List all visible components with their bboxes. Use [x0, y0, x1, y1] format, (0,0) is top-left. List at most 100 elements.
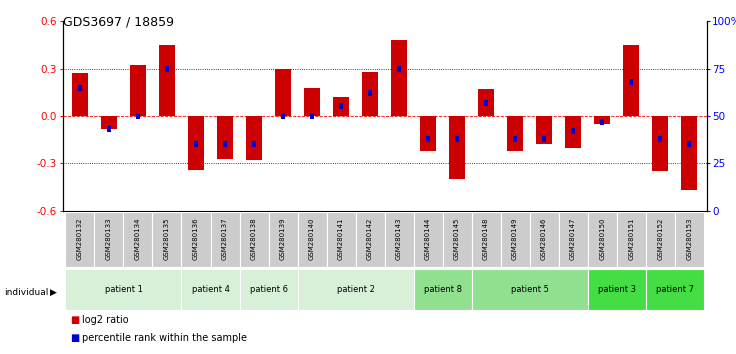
Bar [210, 212, 239, 267]
Text: GSM280145: GSM280145 [454, 218, 460, 260]
Bar [246, 116, 262, 160]
Bar [194, 141, 198, 147]
Bar [223, 141, 227, 147]
Text: GSM280140: GSM280140 [309, 217, 315, 260]
Text: GSM280150: GSM280150 [599, 217, 605, 260]
Bar [304, 87, 320, 116]
Bar [617, 212, 645, 267]
Text: GSM280141: GSM280141 [338, 217, 344, 260]
Bar [339, 103, 343, 109]
Text: patient 3: patient 3 [598, 285, 636, 294]
Text: GSM280148: GSM280148 [483, 217, 489, 260]
Text: individual: individual [4, 287, 48, 297]
Bar [414, 269, 472, 310]
Bar [107, 126, 111, 132]
Bar [623, 45, 639, 116]
Bar [182, 212, 210, 267]
Bar [165, 65, 169, 72]
Bar [66, 269, 182, 310]
Bar [269, 212, 297, 267]
Text: patient 2: patient 2 [336, 285, 375, 294]
Text: GSM280147: GSM280147 [570, 217, 576, 260]
Bar [355, 212, 384, 267]
Bar [682, 116, 697, 190]
Bar [414, 212, 442, 267]
Bar [281, 113, 285, 119]
Bar [652, 116, 668, 171]
Bar [391, 40, 407, 116]
Bar [327, 212, 355, 267]
Text: GSM280149: GSM280149 [512, 217, 518, 260]
Bar [130, 65, 146, 116]
Bar [252, 141, 256, 147]
Bar [297, 269, 414, 310]
Bar [297, 212, 327, 267]
Bar [101, 116, 117, 129]
Bar [658, 136, 662, 142]
Text: ▶: ▶ [50, 287, 57, 297]
Text: GSM280153: GSM280153 [686, 217, 692, 260]
Text: GDS3697 / 18859: GDS3697 / 18859 [63, 16, 174, 29]
Bar [275, 69, 291, 116]
Bar [600, 119, 604, 125]
Bar [472, 269, 587, 310]
Bar [513, 136, 517, 142]
Bar [239, 269, 297, 310]
Bar [507, 116, 523, 151]
Bar [587, 269, 645, 310]
Text: GSM280151: GSM280151 [628, 217, 634, 260]
Bar [571, 128, 575, 134]
Text: ■: ■ [70, 315, 79, 325]
Bar [420, 116, 436, 151]
Bar [559, 212, 587, 267]
Bar [478, 89, 494, 116]
Text: GSM280139: GSM280139 [280, 217, 286, 260]
Bar [455, 136, 459, 142]
Bar [217, 116, 233, 159]
Bar [530, 212, 559, 267]
Text: GSM280132: GSM280132 [77, 217, 83, 260]
Bar [565, 116, 581, 148]
Bar [442, 212, 472, 267]
Bar [645, 212, 675, 267]
Text: patient 1: patient 1 [105, 285, 143, 294]
Text: ■: ■ [70, 333, 79, 343]
Text: GSM280142: GSM280142 [367, 218, 373, 260]
Bar [675, 212, 704, 267]
Text: GSM280135: GSM280135 [164, 217, 170, 260]
Bar [645, 269, 704, 310]
Bar [94, 212, 124, 267]
Text: GSM280144: GSM280144 [425, 218, 431, 260]
Text: GSM280152: GSM280152 [657, 218, 663, 260]
Bar [159, 45, 175, 116]
Bar [368, 90, 372, 96]
Bar [542, 136, 546, 142]
Bar [78, 85, 82, 91]
Bar [72, 73, 88, 116]
Text: patient 8: patient 8 [424, 285, 461, 294]
Bar [629, 79, 633, 85]
Bar [449, 116, 465, 179]
Bar [152, 212, 182, 267]
Text: patient 7: patient 7 [656, 285, 693, 294]
Bar [472, 212, 500, 267]
Text: patient 4: patient 4 [191, 285, 230, 294]
Bar [182, 269, 239, 310]
Text: GSM280138: GSM280138 [251, 217, 257, 260]
Bar [333, 97, 349, 116]
Bar [426, 136, 430, 142]
Bar [66, 212, 94, 267]
Bar [687, 141, 691, 147]
Text: log2 ratio: log2 ratio [82, 315, 129, 325]
Bar [536, 116, 552, 144]
Bar [136, 113, 140, 119]
Bar [484, 100, 488, 106]
Text: GSM280137: GSM280137 [222, 217, 228, 260]
Bar [500, 212, 530, 267]
Bar [124, 212, 152, 267]
Bar [397, 65, 401, 72]
Text: patient 5: patient 5 [511, 285, 548, 294]
Bar [594, 116, 610, 124]
Text: GSM280133: GSM280133 [106, 217, 112, 260]
Bar [239, 212, 269, 267]
